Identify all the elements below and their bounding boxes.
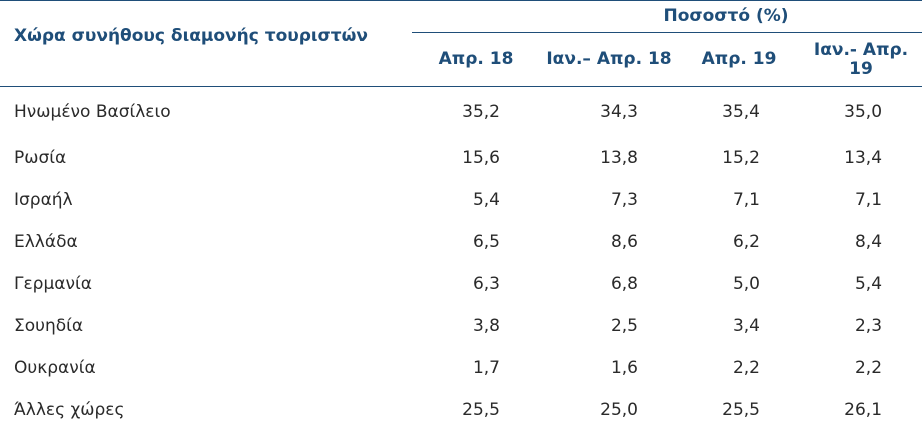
value-cell: 7,3: [540, 179, 678, 221]
table-row: Ελλάδα 6,5 8,6 6,2 8,4: [0, 221, 922, 263]
value-cell: 3,4: [678, 305, 800, 347]
column-header-jan-apr-18: Ιαν.– Απρ. 18: [540, 33, 678, 87]
value-cell: 2,3: [800, 305, 922, 347]
value-cell: 2,2: [800, 347, 922, 389]
header-row-group: Χώρα συνήθους διαμονής τουριστών Ποσοστό…: [0, 1, 922, 33]
table-row: Ρωσία 15,6 13,8 15,2 13,4: [0, 137, 922, 179]
value-cell: 6,3: [412, 263, 540, 305]
value-cell: 5,0: [678, 263, 800, 305]
country-label: Σουηδία: [0, 305, 412, 347]
value-cell: 34,3: [540, 87, 678, 138]
table-row: Ουκρανία 1,7 1,6 2,2 2,2: [0, 347, 922, 389]
country-label: Ηνωμένο Βασίλειο: [0, 87, 412, 138]
table-row: Ηνωμένο Βασίλειο 35,2 34,3 35,4 35,0: [0, 87, 922, 138]
value-cell: 35,0: [800, 87, 922, 138]
country-column-header: Χώρα συνήθους διαμονής τουριστών: [0, 1, 412, 87]
column-header-apr-18: Απρ. 18: [412, 33, 540, 87]
value-cell: 6,5: [412, 221, 540, 263]
value-cell: 6,2: [678, 221, 800, 263]
country-label: Ουκρανία: [0, 347, 412, 389]
value-cell: 13,8: [540, 137, 678, 179]
column-header-jan-apr-19: Ιαν.- Απρ. 19: [800, 33, 922, 87]
value-cell: 5,4: [412, 179, 540, 221]
value-cell: 5,4: [800, 263, 922, 305]
value-cell: 8,4: [800, 221, 922, 263]
value-cell: 7,1: [678, 179, 800, 221]
table-row: Σουηδία 3,8 2,5 3,4 2,3: [0, 305, 922, 347]
value-cell: 15,6: [412, 137, 540, 179]
table-row: Ισραήλ 5,4 7,3 7,1 7,1: [0, 179, 922, 221]
value-cell: 1,6: [540, 347, 678, 389]
value-cell: 2,2: [678, 347, 800, 389]
value-cell: 3,8: [412, 305, 540, 347]
country-label: Ισραήλ: [0, 179, 412, 221]
value-cell: 6,8: [540, 263, 678, 305]
table-header: Χώρα συνήθους διαμονής τουριστών Ποσοστό…: [0, 1, 922, 87]
value-cell: 8,6: [540, 221, 678, 263]
country-label: Ρωσία: [0, 137, 412, 179]
value-cell: 15,2: [678, 137, 800, 179]
value-cell: 2,5: [540, 305, 678, 347]
table-row: Γερμανία 6,3 6,8 5,0 5,4: [0, 263, 922, 305]
value-cell: 13,4: [800, 137, 922, 179]
value-cell: 35,2: [412, 87, 540, 138]
table-body: Ηνωμένο Βασίλειο 35,2 34,3 35,4 35,0 Ρωσ…: [0, 87, 922, 431]
value-cell: 7,1: [800, 179, 922, 221]
country-label: Ελλάδα: [0, 221, 412, 263]
value-cell: 1,7: [412, 347, 540, 389]
value-cell: 35,4: [678, 87, 800, 138]
percentage-group-header: Ποσοστό (%): [412, 1, 922, 33]
country-label: Γερμανία: [0, 263, 412, 305]
column-header-apr-19: Απρ. 19: [678, 33, 800, 87]
